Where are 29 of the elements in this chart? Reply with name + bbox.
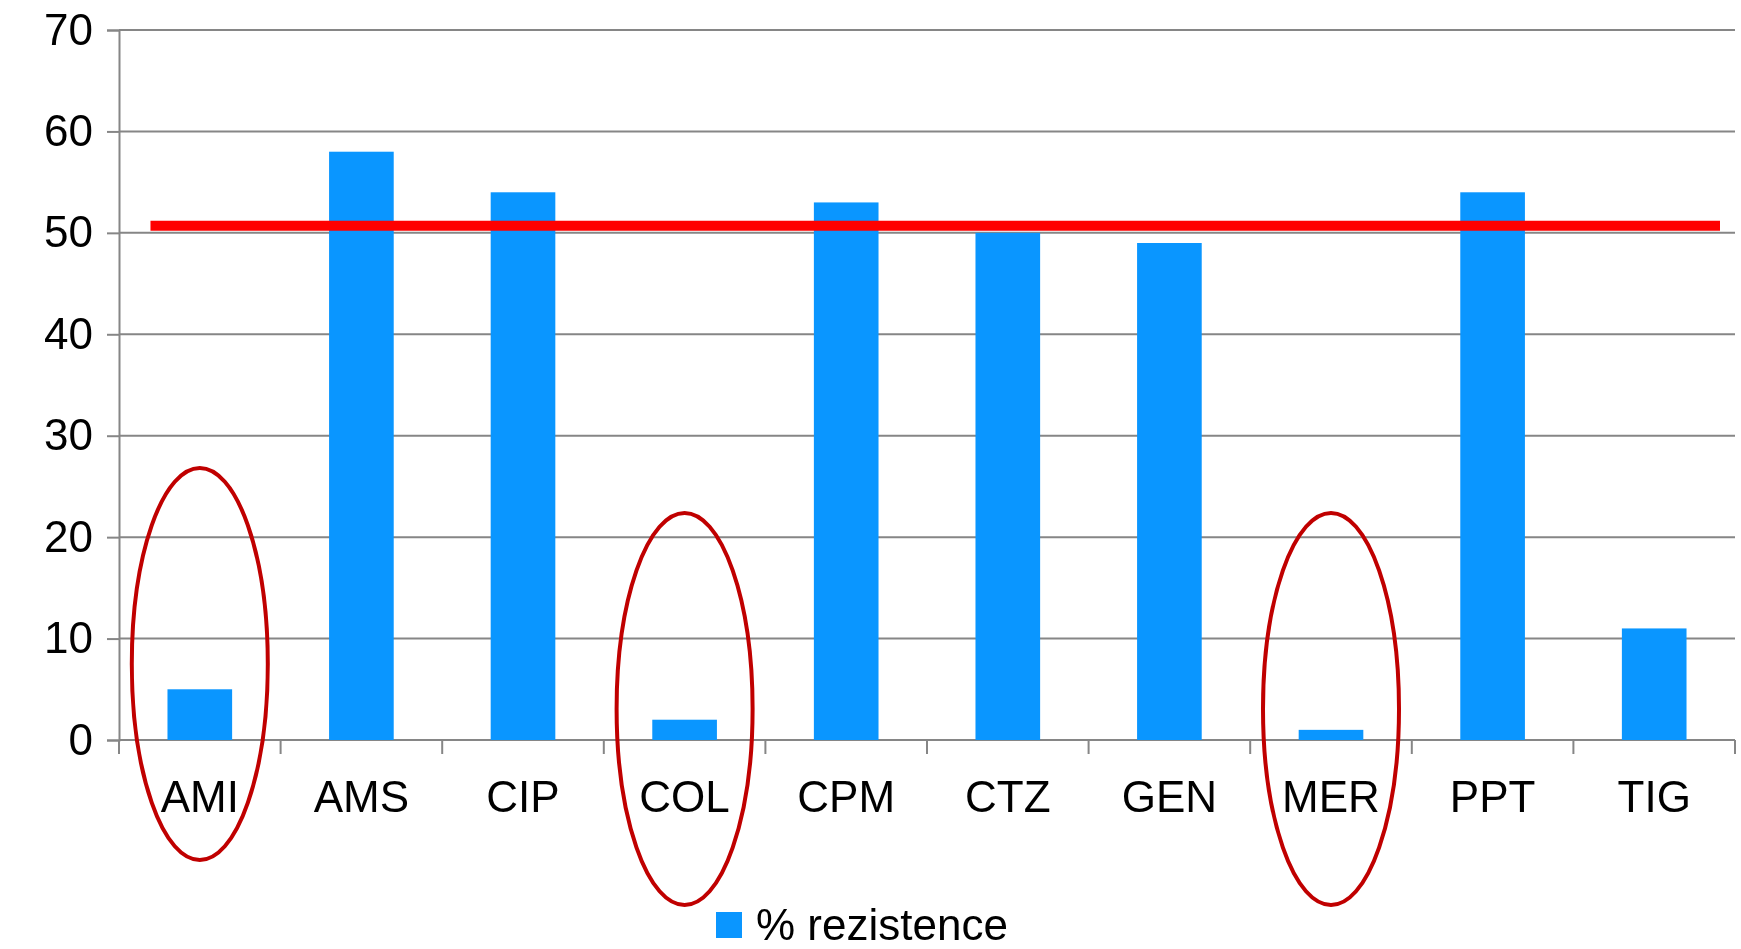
bar xyxy=(329,151,394,740)
x-tick-label: COL xyxy=(639,772,730,821)
bar xyxy=(1298,729,1364,740)
x-tick-label: CIP xyxy=(486,772,560,821)
y-tick-label: 40 xyxy=(44,308,93,358)
x-tick-label: PPT xyxy=(1449,772,1536,821)
x-tick-label: CPM xyxy=(797,772,896,821)
bar xyxy=(975,232,1041,740)
bar xyxy=(167,689,233,740)
x-tick-label: AMI xyxy=(160,772,239,821)
bar xyxy=(1460,192,1525,740)
x-tick-label: CTZ xyxy=(965,772,1051,821)
legend-label: % rezistence xyxy=(756,900,1008,949)
bar xyxy=(652,719,717,740)
y-tick-label: 20 xyxy=(44,511,93,561)
y-tick-label: 50 xyxy=(44,207,93,257)
x-tick-label: GEN xyxy=(1121,772,1218,821)
y-tick-label: 30 xyxy=(44,410,93,460)
y-tick-label: 10 xyxy=(44,613,93,663)
bar xyxy=(813,202,879,740)
x-tick-label: MER xyxy=(1282,772,1380,821)
bar xyxy=(1137,243,1202,740)
x-tick-label: TIG xyxy=(1617,772,1691,821)
y-tick-label: 0 xyxy=(68,714,93,764)
y-tick-label: 70 xyxy=(44,4,93,54)
y-tick-label: 60 xyxy=(44,106,93,156)
x-tick-label: AMS xyxy=(313,772,410,821)
bar xyxy=(1621,628,1687,740)
bar xyxy=(490,192,556,740)
